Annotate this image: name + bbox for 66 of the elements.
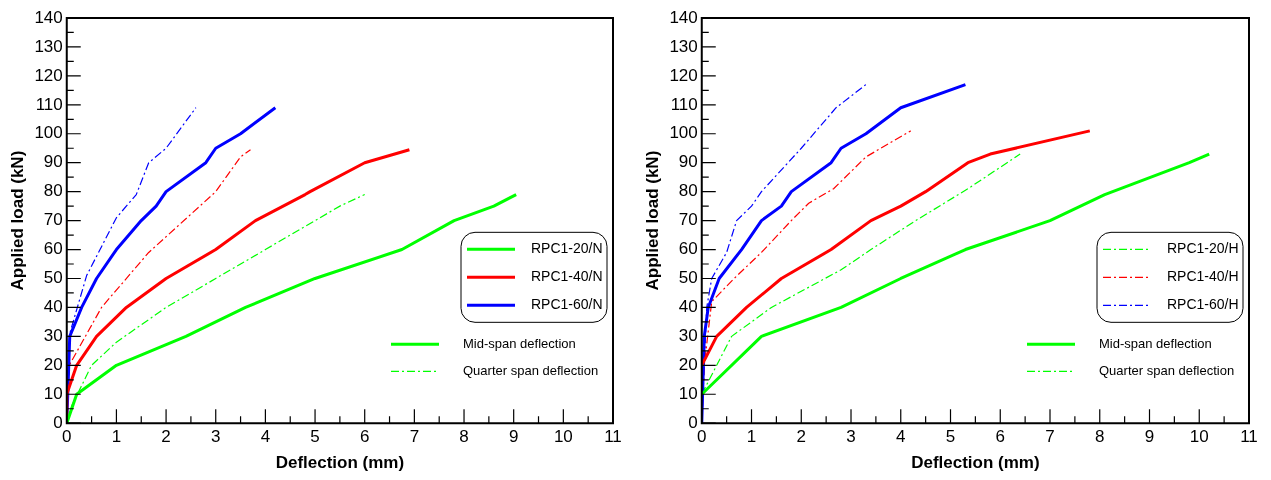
legend-label: RPC1-60/H <box>1167 296 1239 313</box>
y-tick-label: 40 <box>678 297 698 317</box>
y-tick-label: 50 <box>678 268 698 288</box>
y-tick-label: 100 <box>669 123 698 143</box>
y-tick-label: 30 <box>678 326 698 346</box>
x-tick-label: 7 <box>1045 427 1055 447</box>
y-tick-label: 0 <box>688 412 698 432</box>
x-tick-label: 7 <box>409 427 420 447</box>
x-tick-label: 10 <box>553 427 573 447</box>
x-tick-label: 5 <box>945 427 956 447</box>
x-tick-label: 6 <box>995 427 1005 447</box>
y-tick-label: 0 <box>53 412 63 432</box>
y-tick-label: 70 <box>43 210 63 230</box>
y-axis-title: Applied load (kN) <box>642 150 662 291</box>
legend-label: RPC1-20/N <box>531 240 603 257</box>
x-tick-label: 9 <box>1144 427 1155 447</box>
y-tick-label: 120 <box>34 65 63 85</box>
y-tick-label: 110 <box>35 94 63 114</box>
y-tick-label: 10 <box>43 383 63 403</box>
y-tick-label: 100 <box>34 123 63 143</box>
x-tick-label: 8 <box>459 427 469 447</box>
x-tick-label: 3 <box>211 427 221 447</box>
legend-label: RPC1-40/N <box>531 268 603 285</box>
legend-label: RPC1-20/H <box>1167 240 1239 257</box>
y-tick-label: 70 <box>678 210 698 230</box>
x-tick-label: 3 <box>846 427 856 447</box>
x-tick-label: 11 <box>604 427 622 447</box>
y-tick-label: 80 <box>43 181 63 201</box>
y-tick-label: 110 <box>670 94 698 114</box>
annotation: Mid-span deflection <box>463 335 576 351</box>
y-tick-label: 10 <box>678 383 698 403</box>
y-tick-label: 30 <box>43 326 63 346</box>
x-tick-label: 8 <box>1095 427 1105 447</box>
y-tick-label: 80 <box>678 181 698 201</box>
y-tick-label: 60 <box>678 239 698 259</box>
legend-label: RPC1-60/N <box>531 296 603 313</box>
x-tick-label: 2 <box>796 427 806 447</box>
y-tick-label: 50 <box>43 268 63 288</box>
x-tick-label: 11 <box>1240 427 1258 447</box>
y-tick-label: 40 <box>43 297 63 317</box>
y-tick-label: 20 <box>678 355 698 374</box>
y-axis-title: Applied load (kN) <box>7 150 27 291</box>
y-tick-label: 140 <box>669 7 698 27</box>
x-axis-title: Deflection (mm) <box>275 453 405 473</box>
y-tick-label: 120 <box>669 65 698 85</box>
legend-label: RPC1-40/H <box>1167 268 1239 285</box>
x-tick-label: 4 <box>896 427 906 447</box>
x-tick-label: 1 <box>746 427 757 447</box>
x-tick-label: 5 <box>310 427 320 447</box>
x-axis-title: Deflection (mm) <box>911 453 1040 473</box>
x-tick-label: 1 <box>111 427 122 447</box>
x-tick-label: 9 <box>508 427 519 447</box>
y-tick-label: 140 <box>34 7 63 27</box>
annotation: Quarter span deflection <box>463 362 599 378</box>
y-tick-label: 130 <box>669 36 698 56</box>
x-tick-label: 6 <box>359 427 370 447</box>
y-tick-label: 60 <box>43 239 63 259</box>
y-tick-label: 90 <box>678 152 698 172</box>
x-tick-label: 4 <box>260 427 271 447</box>
y-tick-label: 130 <box>34 36 63 56</box>
y-tick-label: 90 <box>43 152 63 172</box>
y-tick-label: 20 <box>43 355 63 374</box>
x-tick-label: 10 <box>1189 427 1209 447</box>
x-tick-label: 2 <box>161 427 171 447</box>
annotation: Quarter span deflection <box>1099 362 1235 378</box>
annotation: Mid-span deflection <box>1099 335 1212 351</box>
